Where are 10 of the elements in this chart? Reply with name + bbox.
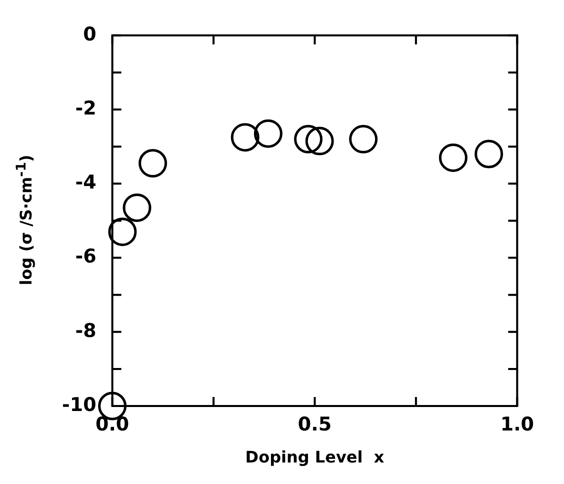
x-tick-label: 0.5	[298, 413, 332, 436]
y-tick-label: -6	[75, 246, 96, 268]
y-tick-label: -8	[75, 320, 96, 342]
x-tick-label: 0.0	[95, 413, 130, 436]
y-tick-label: -4	[75, 172, 96, 194]
y-tick-label: 0	[83, 23, 96, 46]
y-tick-label: -2	[75, 97, 96, 120]
x-axis-title: Doping Level x	[245, 448, 385, 467]
y-tick-label: -10	[62, 394, 96, 416]
x-tick-label: 1.0	[500, 413, 534, 436]
